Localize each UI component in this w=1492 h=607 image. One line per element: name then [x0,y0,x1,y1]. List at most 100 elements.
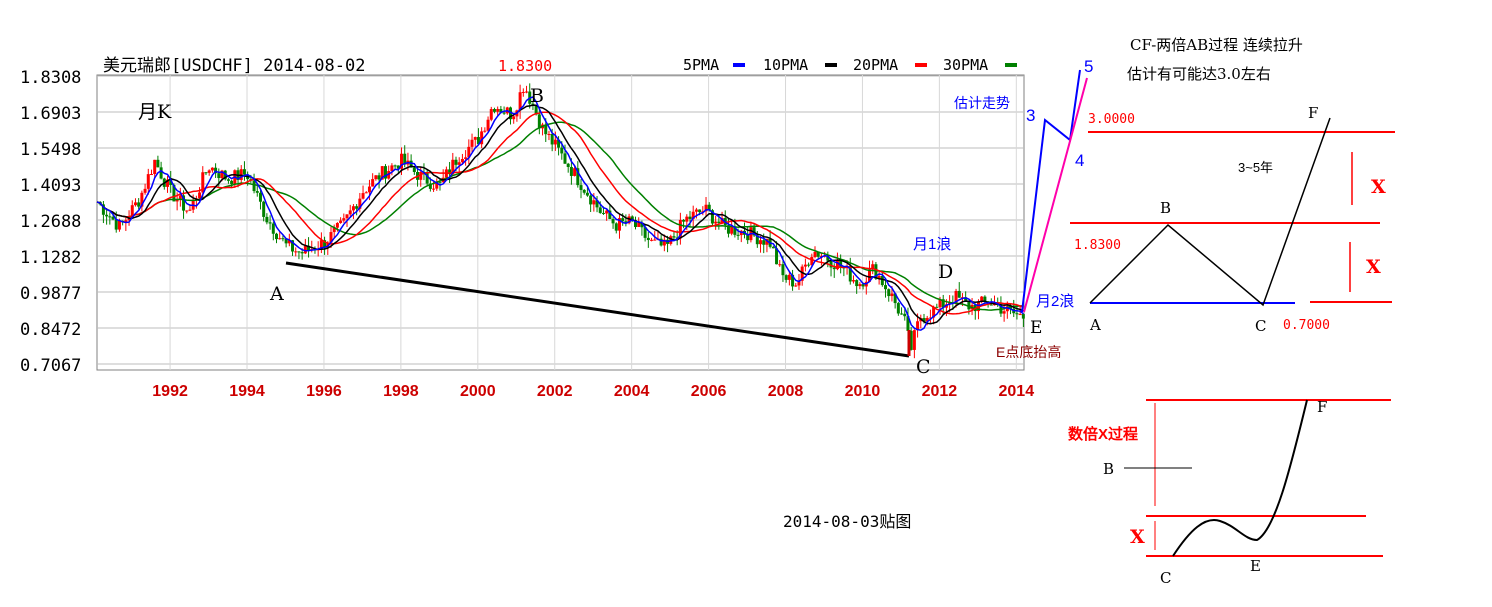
candle-body [358,198,362,209]
y-tick-label: 1.5498 [20,140,81,160]
candle-body [159,167,163,179]
candle-body [521,91,525,93]
candle-body [377,175,381,180]
candle-body [877,275,881,279]
candle-body [938,299,942,308]
candle-body [1002,311,1006,314]
candle-body [130,205,134,218]
y-tick-label: 1.4093 [20,176,81,196]
candle-body [775,248,779,265]
candle-body [922,318,926,322]
candle-body [117,220,121,230]
x-tick-label: 2006 [691,383,727,400]
candle-body [300,252,304,254]
candle-body [156,159,160,168]
candle-body [617,218,621,231]
candle-body [464,157,468,159]
y-tick-label: 0.7067 [20,356,81,376]
legend-5pma-swatch [733,63,745,67]
candle-body [778,264,782,266]
candle-body [755,235,759,245]
candle-body [925,317,929,322]
legend: 5PMA 10PMA 20PMA 30PMA [683,56,1017,74]
candle-body [435,181,439,189]
candle-body [428,183,432,189]
candle-body [1021,314,1025,319]
candle-body [928,317,932,319]
candle-body [678,219,682,239]
candle-body [646,237,650,241]
candle-body [909,330,913,350]
candle-body [188,209,192,211]
legend-30pma-label: 30PMA [943,56,988,74]
e-bottom-higher-label: E点底抬高 [996,344,1061,360]
wave-month1-label: 月1浪 [913,236,951,253]
candle-body [791,274,795,287]
candle-body [685,216,689,222]
candle-body [851,280,855,282]
candle-body [544,124,548,135]
candle-body [880,275,884,286]
d2-label-e: E [1250,557,1261,575]
candle-body [579,185,583,190]
candle-body [432,188,436,190]
d2-label-f: F [1317,398,1327,416]
candle-body [345,214,349,219]
candle-body [762,240,766,245]
candle-body [319,240,323,250]
d1-x-upper-label: X [1371,176,1386,198]
candle-body [595,200,599,208]
candle-body [367,186,371,193]
candle-body [252,180,256,192]
candle-body [496,108,500,112]
candle-body [912,330,916,350]
candle-body [537,114,541,129]
candle-body [582,189,586,193]
candle-body [220,170,224,179]
y-tick-label: 0.9877 [20,284,81,304]
candle-body [169,179,173,185]
candle-body [621,218,625,222]
candle-body [351,206,355,211]
candle-body [175,199,179,202]
candle-body [393,165,397,167]
candle-body [467,146,471,158]
x-tick-label: 1998 [383,383,419,400]
candle-body [332,227,336,233]
candle-body [1005,306,1009,312]
candle-body [826,255,830,261]
candle-body [460,158,464,163]
candle-body [759,240,763,245]
candle-body [502,112,506,114]
candle-body [839,260,843,268]
candle-body [483,130,487,132]
candle-body [752,227,756,236]
ma-line-30 [96,121,1024,311]
candle-body [412,167,416,172]
candle-body [214,167,218,174]
point-b-label: B [530,85,544,107]
legend-20pma-swatch [915,63,927,67]
candle-body [271,223,275,234]
candle-body [598,207,602,213]
candle-body [720,218,724,224]
candle-body [896,303,900,314]
abcf-path [1089,117,1331,307]
candle-body [294,251,298,253]
candle-body [710,210,714,224]
d2-label-c: C [1160,569,1171,587]
estimate-blue-path [1021,69,1081,313]
candle-body [717,221,721,224]
candle-body [146,174,150,189]
candle-body [329,232,333,243]
candle-body [967,300,971,310]
candle-body [787,274,791,280]
candle-body [518,92,522,111]
wave-4-label: 4 [1075,151,1084,170]
candle-body [534,105,538,115]
candle-body [355,206,359,209]
candle-body [396,165,400,169]
candle-body [605,210,609,214]
